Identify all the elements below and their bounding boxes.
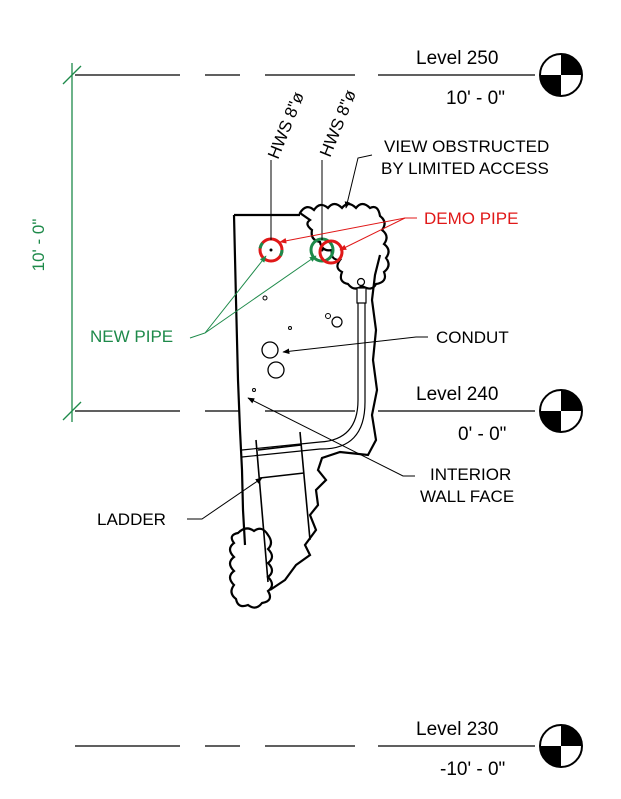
pipe-left xyxy=(258,237,284,263)
obstruction-cloud-lower xyxy=(228,527,274,609)
level-250-elevation: 10' - 0" xyxy=(446,88,505,109)
level-250-name: Level 250 xyxy=(416,48,498,69)
note-ladder: LADDER xyxy=(97,510,166,529)
note-new-pipe: NEW PIPE xyxy=(90,327,173,346)
leader-demo-pipe-1 xyxy=(279,217,417,244)
note-interior-wall-1: INTERIOR xyxy=(430,465,511,484)
wall-outline xyxy=(232,213,382,591)
pipe-tag-1: HWS 8"ø xyxy=(264,89,308,161)
level-head-250-icon xyxy=(539,53,583,97)
note-view-obstructed-1: VIEW OBSTRUCTED xyxy=(384,137,549,156)
conduit-circle xyxy=(252,388,256,392)
pipe-tag-2: HWS 8"ø xyxy=(316,87,360,159)
level-230-name: Level 230 xyxy=(416,719,498,740)
pipe-right-demo xyxy=(318,239,344,265)
dimension-line xyxy=(62,63,82,422)
conduit-circle xyxy=(331,316,343,328)
conduit-circle xyxy=(288,326,292,330)
leader-new-pipe-2 xyxy=(204,255,317,334)
level-230-elevation: -10' - 0" xyxy=(440,759,505,780)
leader-demo-pipe-2 xyxy=(339,217,406,251)
leader-interior-wall xyxy=(247,397,415,477)
level-head-240-icon xyxy=(539,389,583,433)
dimension-text: 10' - 0" xyxy=(29,219,48,272)
leader-view-obstructed xyxy=(344,154,373,209)
level-head-230-icon xyxy=(539,724,583,768)
note-demo-pipe: DEMO PIPE xyxy=(424,209,518,228)
leader-ladder xyxy=(187,477,263,520)
conduit-circle xyxy=(262,295,268,301)
conduit-circle xyxy=(325,313,331,319)
conduit-run xyxy=(241,277,367,458)
leader-conduit xyxy=(282,336,428,355)
conduit-circle xyxy=(261,341,279,359)
note-conduit: CONDUT xyxy=(436,328,509,347)
note-view-obstructed-2: BY LIMITED ACCESS xyxy=(381,159,549,178)
level-240-elevation: 0' - 0" xyxy=(458,424,506,445)
leader-new-pipe-1 xyxy=(189,255,267,339)
ladder xyxy=(255,431,311,583)
note-interior-wall-2: WALL FACE xyxy=(420,487,514,506)
level-240-name: Level 240 xyxy=(416,384,498,405)
conduit-circle xyxy=(267,361,285,379)
